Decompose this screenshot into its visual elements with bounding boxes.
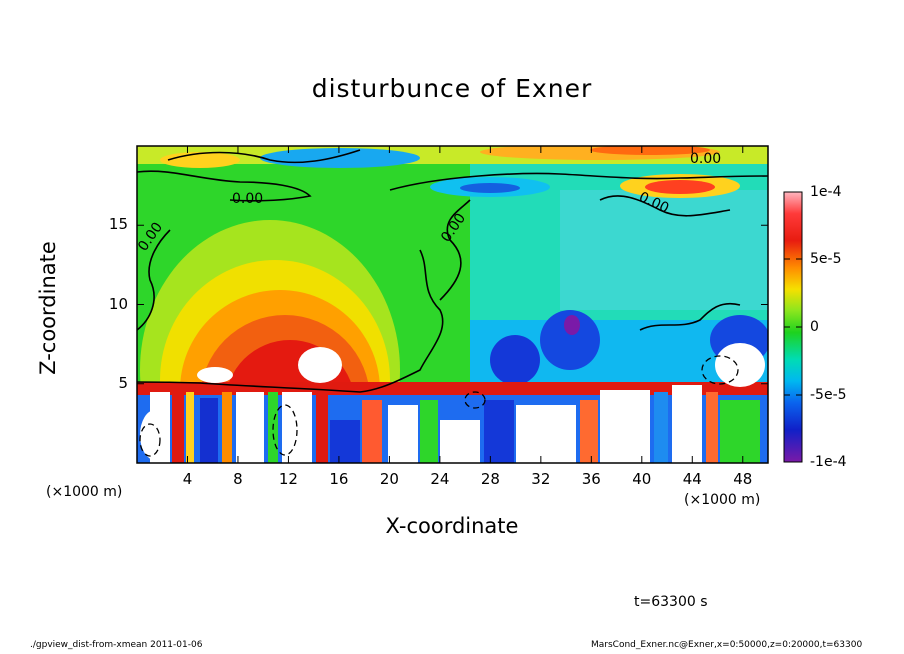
contour-label: 0.00 [232,191,263,207]
y-tick-label: 15 [108,215,128,234]
colorbar-tick-label: -1e-4 [810,454,847,470]
x-tick-label: 28 [480,470,500,488]
x-tick-label: 20 [379,470,399,488]
x-tick-label: 24 [430,470,450,488]
x-axis-label: X-coordinate [385,514,519,538]
colorbar-ticks [784,258,802,396]
colorbar-tick-label: 1e-4 [810,184,842,200]
colorbar-tick-label: 5e-5 [810,251,842,267]
x-tick-label: 36 [581,470,601,488]
colorbar-tick-label: 0 [810,319,819,335]
colorbar-tick-label: -5e-5 [810,387,847,403]
chart-title: disturbunce of Exner [311,74,593,103]
footer-right: MarsCond_Exner.nc@Exner,x=0:50000,z=0:20… [591,640,863,650]
x-tick-label: 48 [733,470,753,488]
footer-left: ./gpview_dist-from-xmean 2011-01-06 [30,640,203,650]
contour-label: 0.00 [690,151,721,167]
y-tick-label: 10 [108,294,128,313]
y-axis-label: Z-coordinate [36,241,60,375]
x-tick-label: 40 [632,470,652,488]
x-tick-label: 4 [182,470,193,488]
y-tick-label: 5 [118,373,128,392]
x-tick-label: 32 [531,470,551,488]
x-tick-label: 16 [329,470,349,488]
x-tick-label: 12 [278,470,298,488]
time-label: t=63300 s [634,594,708,610]
x-unit-right: (×1000 m) [684,492,761,508]
heatmap-field [137,146,768,463]
x-tick-label: 44 [682,470,702,488]
x-tick-label: 8 [233,470,243,488]
tick-marks [137,146,768,463]
x-unit-left: (×1000 m) [46,484,123,500]
